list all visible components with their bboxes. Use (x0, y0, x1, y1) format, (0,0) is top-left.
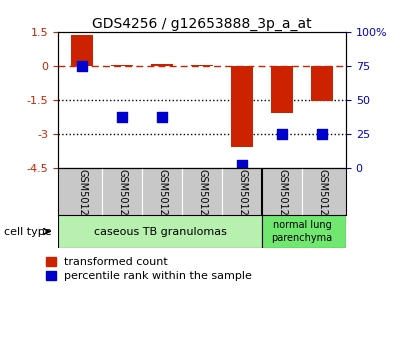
Text: GSM501249: GSM501249 (77, 169, 87, 228)
Text: GSM501255: GSM501255 (317, 169, 327, 228)
Text: GSM501253: GSM501253 (237, 169, 247, 228)
Bar (111, 65, 133, 66)
Bar (71, 35, 93, 66)
Point (119, 115, 125, 120)
Text: GSM501254: GSM501254 (277, 169, 287, 228)
Point (319, 131, 325, 137)
Bar (271, 66, 293, 113)
Point (239, 162, 245, 168)
Bar (58, 215, 262, 248)
Text: GSM501250: GSM501250 (117, 169, 127, 228)
Bar (231, 66, 253, 147)
Text: normal lung
parenchyma: normal lung parenchyma (272, 220, 332, 243)
Bar (262, 215, 346, 248)
Text: caseous TB granulomas: caseous TB granulomas (94, 227, 226, 236)
Text: GSM501252: GSM501252 (197, 169, 207, 228)
Point (159, 115, 165, 120)
Bar (151, 64, 173, 66)
Point (279, 131, 285, 137)
Point (79, 63, 85, 69)
Text: GSM501251: GSM501251 (157, 169, 167, 228)
Bar (311, 66, 333, 101)
Bar (191, 65, 213, 66)
Legend: transformed count, percentile rank within the sample: transformed count, percentile rank withi… (46, 257, 252, 281)
Text: cell type: cell type (4, 227, 52, 236)
Title: GDS4256 / g12653888_3p_a_at: GDS4256 / g12653888_3p_a_at (92, 17, 312, 31)
